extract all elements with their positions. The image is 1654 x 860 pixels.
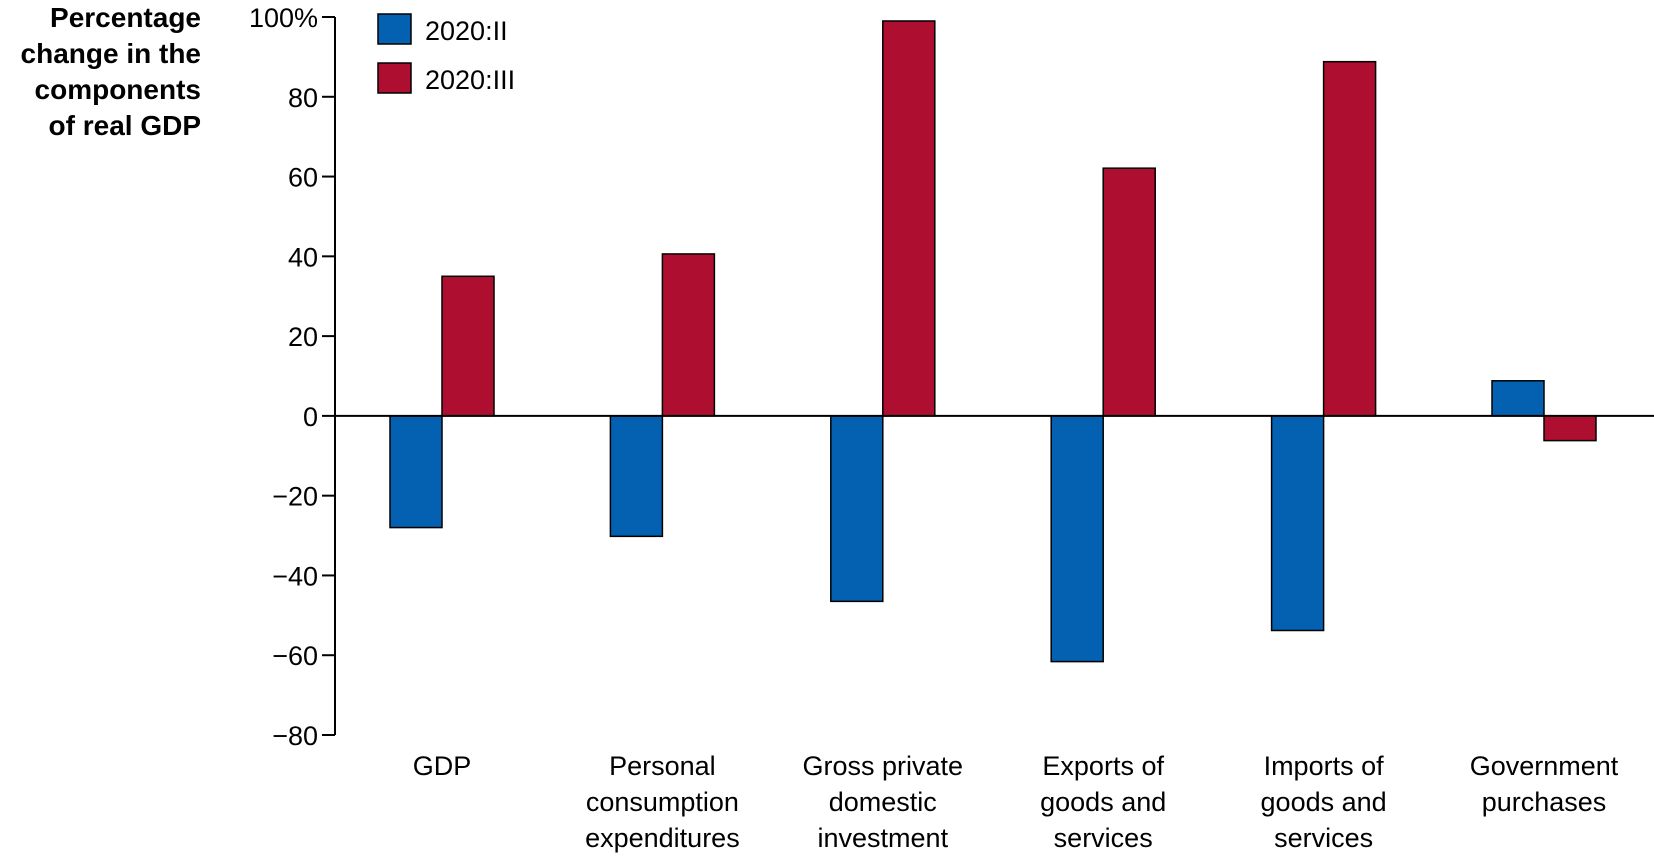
category-label: expenditures: [585, 823, 740, 853]
bar-2020-II: [1491, 380, 1545, 417]
category-label: purchases: [1482, 787, 1607, 817]
bar-2020-III: [1322, 60, 1377, 417]
bar-2020-III: [661, 253, 716, 417]
category-label: goods and: [1261, 787, 1387, 817]
category-label: Government: [1470, 751, 1619, 781]
category-label: Imports of: [1264, 751, 1385, 781]
y-tick-label: 0: [303, 402, 318, 432]
bar-2020-III: [1102, 167, 1156, 417]
y-tick-label: 100%: [249, 3, 318, 33]
legend-swatch: [377, 13, 412, 45]
y-axis-title-line: Percentage: [50, 2, 201, 33]
category-label: consumption: [586, 787, 739, 817]
y-tick-label: 20: [288, 322, 318, 352]
y-tick-label: −20: [272, 482, 318, 512]
legend-swatch: [377, 62, 412, 94]
category-label: Gross private: [803, 751, 964, 781]
y-axis-title-line: of real GDP: [49, 110, 201, 141]
category-label: services: [1054, 823, 1153, 853]
y-tick-label: −80: [272, 721, 318, 751]
category-label: goods and: [1040, 787, 1166, 817]
y-tick-label: 40: [288, 242, 318, 272]
category-label: Personal: [609, 751, 716, 781]
bar-2020-II: [830, 415, 884, 603]
category-label: domestic: [829, 787, 937, 817]
bar-2020-II: [389, 415, 443, 529]
category-label: GDP: [413, 751, 472, 781]
category-label: services: [1274, 823, 1373, 853]
y-tick-label: −40: [272, 561, 318, 591]
bar-2020-III: [441, 275, 495, 417]
y-tick-label: 60: [288, 163, 318, 193]
bar-2020-II: [609, 415, 664, 538]
bar-2020-III: [882, 20, 936, 417]
category-label: Exports of: [1042, 751, 1164, 781]
category-label: investment: [818, 823, 949, 853]
legend-label: 2020:III: [425, 65, 515, 95]
y-axis-title-line: change in the: [21, 38, 201, 69]
bar-2020-II: [1050, 415, 1104, 663]
y-axis-title-line: components: [35, 74, 201, 105]
bar-2020-III: [1543, 415, 1597, 442]
y-tick-label: 80: [288, 83, 318, 113]
y-tick-label: −60: [272, 641, 318, 671]
bar-2020-II: [1270, 415, 1325, 632]
legend-label: 2020:II: [425, 16, 508, 46]
